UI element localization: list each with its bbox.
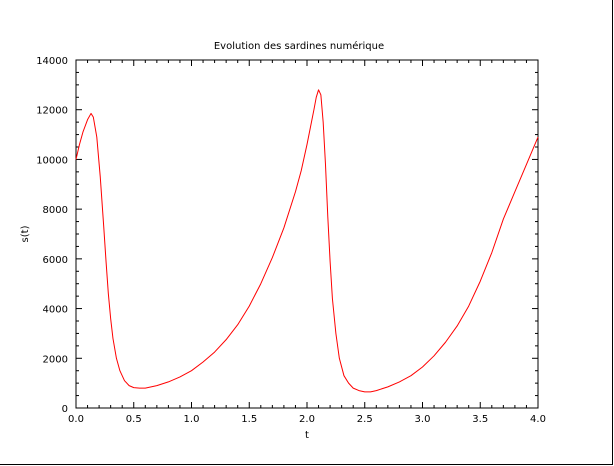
x-tick-label: 1.5 — [241, 414, 257, 425]
x-tick-label: 0.5 — [126, 414, 142, 425]
x-tick-label: 0.0 — [68, 414, 84, 425]
y-tick-label: 4000 — [43, 305, 68, 316]
x-tick-label: 2.0 — [299, 414, 315, 425]
x-tick-label: 4.0 — [530, 414, 546, 425]
y-tick-label: 0 — [62, 404, 68, 415]
plot-frame — [75, 59, 539, 409]
series-line — [75, 89, 539, 393]
y-axis-title: s(t) — [20, 225, 31, 242]
x-tick-label: 1.0 — [184, 414, 200, 425]
plot-axes — [75, 59, 539, 409]
y-tick-label: 12000 — [36, 106, 68, 117]
x-axis-title: t — [305, 430, 309, 441]
series-layer — [75, 89, 539, 393]
x-tick-label: 3.5 — [472, 414, 488, 425]
x-tick-labels: 0.0 0.5 1.0 1.5 2.0 2.5 3.0 3.5 4.0 — [68, 414, 546, 425]
y-tick-label: 6000 — [43, 255, 68, 266]
y-tick-label: 10000 — [36, 155, 68, 166]
y-tick-labels: 0 2000 4000 6000 8000 10000 12000 14000 — [36, 56, 68, 415]
axis-ticks — [75, 59, 539, 409]
x-tick-label: 3.0 — [415, 414, 431, 425]
x-tick-label: 2.5 — [357, 414, 373, 425]
y-tick-label: 2000 — [43, 354, 68, 365]
y-tick-label: 8000 — [43, 205, 68, 216]
y-tick-label: 14000 — [36, 56, 68, 67]
chart-title: Evolution des sardines numérique — [214, 40, 384, 52]
